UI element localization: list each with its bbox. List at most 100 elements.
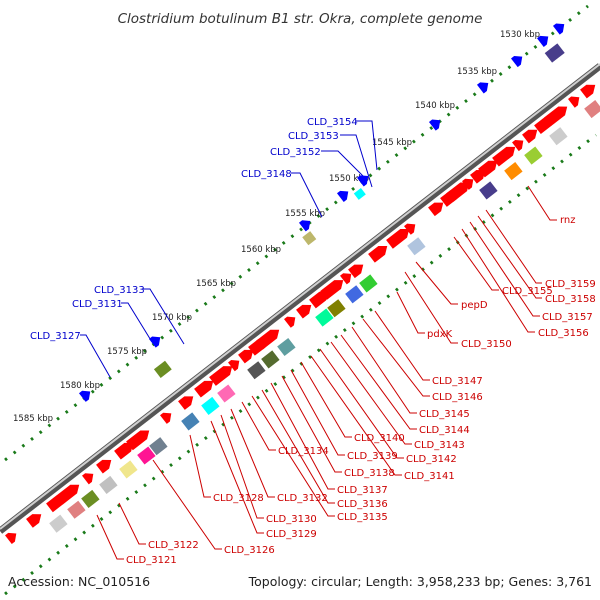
- gene-label[interactable]: CLD_3145: [419, 409, 470, 420]
- forward-gene-arrow[interactable]: [446, 178, 472, 203]
- forward-gene-arrow[interactable]: [404, 220, 419, 235]
- forward-gene-arrow[interactable]: [522, 125, 541, 144]
- forward-gene-arrow[interactable]: [428, 198, 447, 217]
- cog-feature-box[interactable]: [247, 361, 266, 380]
- gene-label[interactable]: CLD_3128: [213, 493, 264, 504]
- gene-label[interactable]: CLD_3147: [432, 376, 483, 387]
- reverse-gene-arrow[interactable]: [148, 333, 164, 348]
- forward-gene-arrow[interactable]: [544, 102, 570, 127]
- forward-gene-arrow[interactable]: [284, 313, 299, 328]
- cog-feature-box[interactable]: [504, 162, 523, 181]
- forward-gene-arrow[interactable]: [26, 510, 45, 528]
- forward-gene-arrow[interactable]: [340, 270, 355, 285]
- forward-gene-arrow[interactable]: [238, 346, 257, 364]
- gene-label[interactable]: CLD_3150: [461, 339, 512, 350]
- gene-label[interactable]: CLD_3156: [538, 328, 589, 339]
- gene-label[interactable]: CLD_3140: [354, 433, 405, 444]
- cog-feature-box[interactable]: [407, 237, 426, 256]
- forward-gene-arrow[interactable]: [348, 260, 367, 279]
- gene-label[interactable]: CLD_3158: [545, 294, 596, 305]
- cog-feature-box[interactable]: [315, 308, 334, 327]
- cog-feature-box[interactable]: [549, 127, 568, 146]
- forward-gene-arrow[interactable]: [568, 93, 583, 108]
- cog-feature-box[interactable]: [217, 384, 236, 403]
- reverse-gene-arrow[interactable]: [510, 52, 526, 68]
- reverse-gene-arrow[interactable]: [356, 172, 372, 187]
- cog-feature-box[interactable]: [99, 475, 118, 494]
- forward-gene-arrow[interactable]: [114, 439, 137, 460]
- gene-label[interactable]: CLD_3139: [347, 451, 398, 462]
- gene-label[interactable]: CLD_3157: [542, 312, 593, 323]
- gene-label[interactable]: CLD_3146: [432, 392, 483, 403]
- forward-gene-arrow[interactable]: [82, 470, 97, 485]
- gene-label[interactable]: CLD_3137: [337, 485, 388, 496]
- gene-label[interactable]: CLD_3136: [337, 499, 388, 510]
- reverse-gene-arrow[interactable]: [552, 20, 568, 35]
- cog-feature-box[interactable]: [345, 285, 364, 304]
- cog-feature-box[interactable]: [201, 396, 220, 415]
- reverse-gene-arrow[interactable]: [78, 387, 94, 402]
- forward-gene-arrow[interactable]: [462, 175, 477, 190]
- forward-gene-arrow[interactable]: [470, 166, 489, 184]
- cog-feature-box[interactable]: [479, 181, 498, 200]
- cog-feature-box[interactable]: [524, 146, 543, 165]
- gene-label[interactable]: CLD_3153: [288, 131, 339, 142]
- gene-label[interactable]: CLD_3131: [72, 299, 123, 310]
- gene-label[interactable]: CLD_3130: [266, 514, 317, 525]
- cog-feature-box[interactable]: [137, 446, 156, 465]
- forward-gene-arrow[interactable]: [209, 362, 235, 386]
- gene-label[interactable]: rnz: [560, 215, 576, 226]
- forward-gene-arrow[interactable]: [194, 377, 217, 398]
- forward-gene-arrow[interactable]: [492, 143, 518, 167]
- reverse-gene-arrow[interactable]: [536, 32, 552, 47]
- gene-label[interactable]: CLD_3148: [241, 169, 292, 180]
- cog-feature-box[interactable]: [81, 489, 100, 508]
- cog-feature-box[interactable]: [359, 274, 378, 293]
- cog-feature-box[interactable]: [49, 514, 68, 533]
- gene-label[interactable]: CLD_3122: [148, 540, 199, 551]
- reverse-gene-arrow[interactable]: [428, 116, 444, 131]
- cog-feature-box[interactable]: [261, 350, 280, 369]
- gene-label[interactable]: CLD_3152: [270, 147, 321, 158]
- forward-gene-arrow[interactable]: [296, 301, 315, 319]
- cog-feature-box[interactable]: [327, 299, 346, 318]
- reverse-gene-arrow[interactable]: [476, 79, 492, 94]
- forward-gene-arrow[interactable]: [56, 480, 82, 505]
- cog-feature-box[interactable]: [67, 500, 86, 519]
- gene-label[interactable]: CLD_3159: [545, 279, 596, 290]
- forward-gene-arrow[interactable]: [5, 529, 20, 545]
- gene-label[interactable]: CLD_3144: [419, 425, 470, 436]
- cog-feature-box[interactable]: [584, 100, 600, 119]
- cog-feature-box[interactable]: [119, 460, 138, 479]
- cog-feature-box[interactable]: [181, 412, 200, 431]
- gene-label[interactable]: CLD_3143: [414, 440, 465, 451]
- gene-label[interactable]: CLD_3121: [126, 555, 177, 566]
- forward-gene-arrow[interactable]: [160, 409, 175, 424]
- gene-label[interactable]: CLD_3129: [266, 529, 317, 540]
- forward-gene-arrow[interactable]: [320, 276, 346, 300]
- forward-gene-arrow[interactable]: [96, 456, 115, 474]
- forward-gene-arrow[interactable]: [512, 136, 527, 152]
- gene-label[interactable]: CLD_3133: [94, 285, 145, 296]
- gene-label[interactable]: CLD_3138: [344, 468, 395, 479]
- cog-feature-box[interactable]: [544, 43, 565, 63]
- gene-label[interactable]: CLD_3126: [224, 545, 275, 556]
- forward-gene-arrow[interactable]: [126, 426, 152, 451]
- gene-label[interactable]: CLD_3154: [307, 117, 358, 128]
- forward-gene-arrow[interactable]: [309, 287, 332, 309]
- reverse-gene-arrow[interactable]: [298, 217, 314, 232]
- forward-gene-arrow[interactable]: [580, 80, 599, 99]
- forward-gene-arrow[interactable]: [478, 156, 501, 178]
- gene-label[interactable]: CLD_3142: [406, 454, 457, 465]
- gene-label[interactable]: pepD: [461, 300, 488, 311]
- gene-label[interactable]: CLD_3134: [278, 446, 329, 457]
- reverse-gene-arrow[interactable]: [336, 187, 352, 202]
- forward-gene-arrow[interactable]: [386, 225, 412, 249]
- forward-gene-arrow[interactable]: [228, 356, 243, 372]
- cog-feature-box[interactable]: [302, 231, 317, 246]
- cog-feature-box[interactable]: [153, 360, 172, 379]
- cog-feature-box[interactable]: [277, 337, 296, 357]
- cog-feature-box[interactable]: [353, 188, 366, 200]
- cog-feature-box[interactable]: [149, 437, 168, 456]
- gene-label[interactable]: CLD_3141: [404, 471, 455, 482]
